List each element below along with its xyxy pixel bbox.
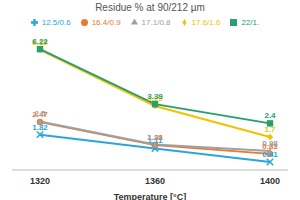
svg-text:6.19: 6.19 <box>32 38 48 47</box>
svg-text:2.5: 2.5 <box>34 109 46 118</box>
svg-text:1.31: 1.31 <box>147 133 163 142</box>
html-text:Residue % at 90/212 µm: Residue % at 90/212 µm <box>95 2 205 13</box>
svg-text:1320: 1320 <box>30 176 50 186</box>
html-text:22/1.: 22/1. <box>241 18 260 27</box>
svg-text:1.28: 1.28 <box>147 133 163 142</box>
svg-text:2.4: 2.4 <box>264 111 276 120</box>
svg-text:0.98: 0.98 <box>262 139 278 148</box>
svg-text:6.22: 6.22 <box>32 37 48 46</box>
svg-text:1360: 1360 <box>145 176 165 186</box>
svg-text:Temperature [°C]: Temperature [°C] <box>114 192 186 200</box>
html-text:17.1/0.8: 17.1/0.8 <box>141 18 171 27</box>
html-text:12.5/0.6: 12.5/0.6 <box>41 18 71 27</box>
svg-text:0.41: 0.41 <box>262 150 278 159</box>
svg-text:1400: 1400 <box>260 176 280 186</box>
html-text:16.4/0.9: 16.4/0.9 <box>91 18 121 27</box>
svg-text:3.39: 3.39 <box>147 92 163 101</box>
svg-text:1.82: 1.82 <box>32 123 48 132</box>
svg-text:1.7: 1.7 <box>264 125 276 134</box>
html-text:17.6/1.6: 17.6/1.6 <box>191 18 221 27</box>
svg-text:2.47: 2.47 <box>32 110 48 119</box>
